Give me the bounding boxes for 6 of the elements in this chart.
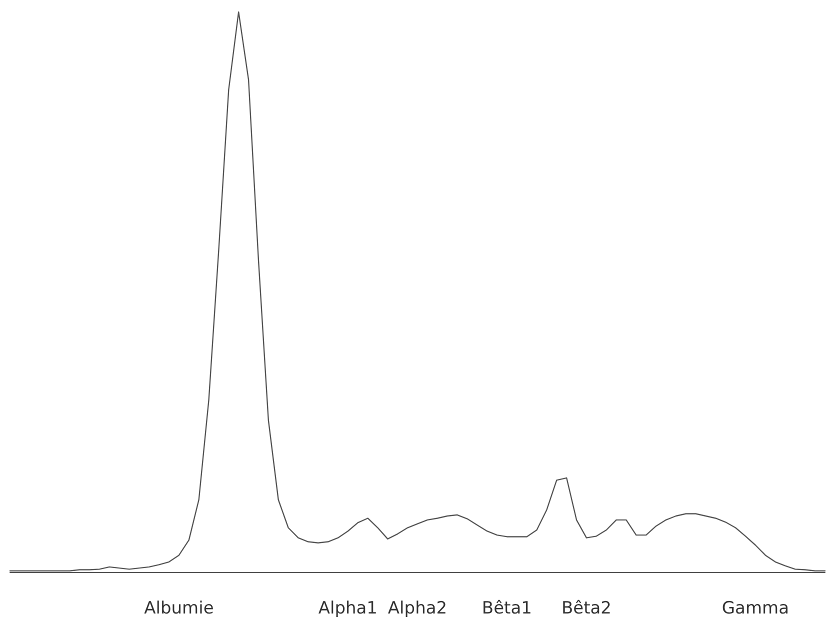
x-tick-label: Gamma <box>722 598 789 618</box>
x-tick-label: Alpha2 <box>388 598 448 618</box>
x-tick-label: Bêta1 <box>482 598 532 618</box>
x-tick-label: Bêta2 <box>561 598 612 618</box>
x-tick-label: Alpha1 <box>318 598 378 618</box>
x-tick-label: Albumie <box>144 598 214 618</box>
